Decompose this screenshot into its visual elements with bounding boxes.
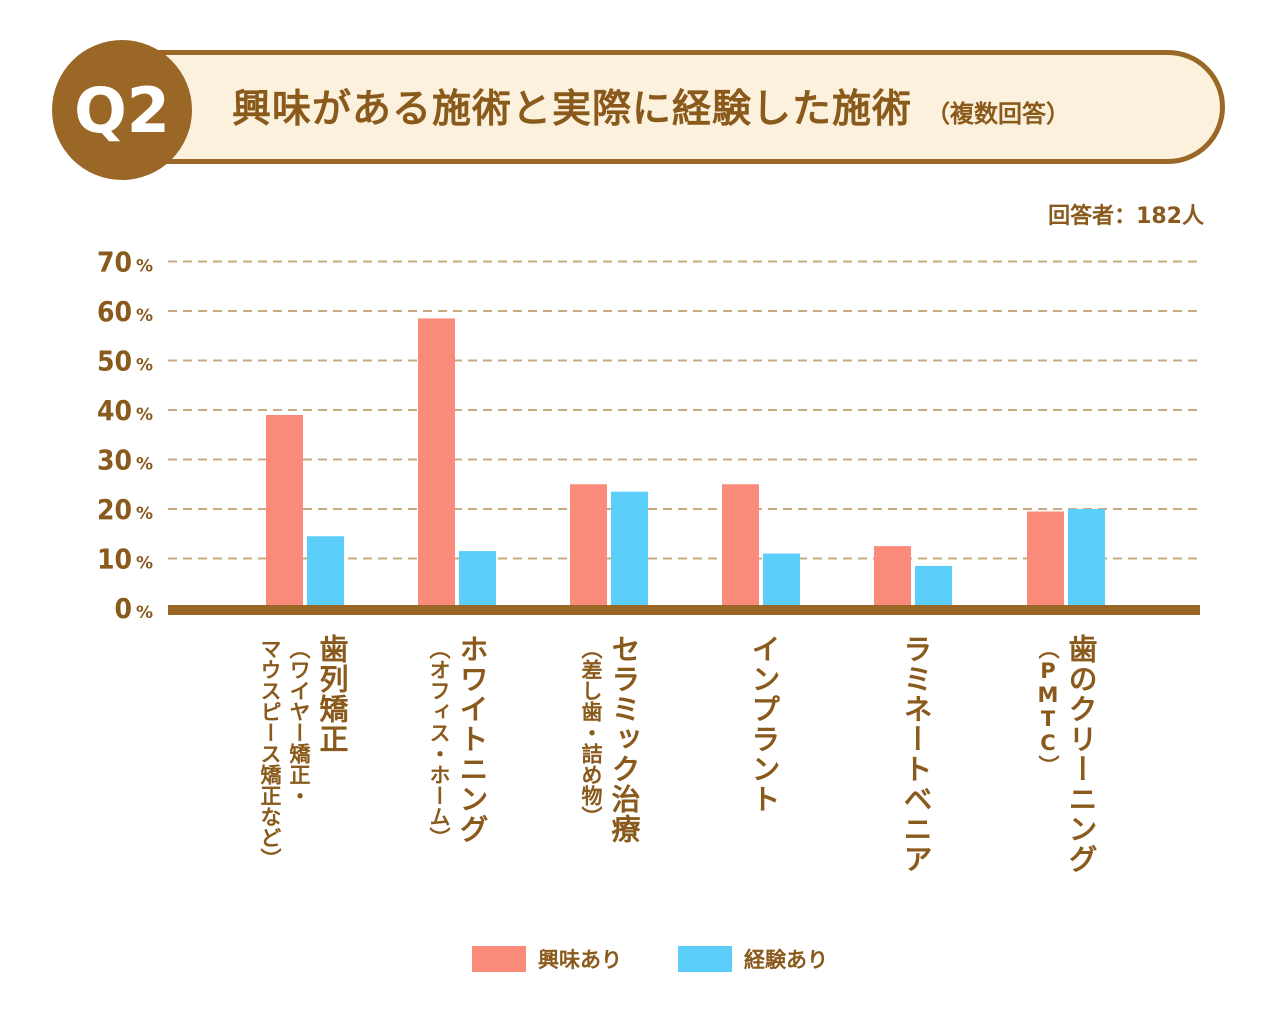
bar-experience (763, 553, 800, 608)
x-category-main: インプラント (747, 634, 781, 814)
y-tick-unit: % (136, 603, 153, 623)
y-tick-unit: % (136, 455, 153, 475)
x-category-main: ホワイトニング (455, 634, 489, 844)
chart-title: 興味がある施術と実際に経験した施術 （複数回答） (232, 78, 1070, 138)
legend-label-experience: 経験あり (744, 948, 828, 972)
x-category-sub: マウスピース矯正など） (258, 638, 282, 869)
bar-experience (307, 536, 344, 608)
x-axis-line (168, 605, 1200, 615)
title-banner (95, 50, 1225, 164)
y-tick-label: 50 (97, 345, 132, 378)
legend-item-experience: 経験あり (678, 944, 828, 974)
x-category-main: 歯列矯正 (315, 634, 349, 754)
bar-interest (418, 318, 455, 608)
y-tick-unit: % (136, 554, 153, 574)
bar-interest (874, 546, 911, 608)
respondent-count: 回答者：182人 (1048, 204, 1204, 229)
x-category-sub: （PMTC） (1036, 638, 1060, 776)
x-category-label: ラミネートベニア (899, 634, 933, 874)
y-tick-label: 60 (97, 295, 132, 328)
x-category-label: セラミック治療 （差し歯・詰め物） (579, 634, 641, 844)
x-category-sub: （オフィス・ホーム） (427, 638, 451, 848)
x-category-label: 歯のクリーニング （PMTC） (1036, 634, 1098, 874)
y-tick-unit: % (136, 504, 153, 524)
x-category-sub: （ワイヤー矯正・ (287, 638, 311, 806)
legend-item-interest: 興味あり (472, 944, 622, 974)
bar-experience (459, 551, 496, 608)
bar-experience (1068, 509, 1105, 608)
y-tick-label: 40 (97, 394, 132, 427)
x-category-label: ホワイトニング （オフィス・ホーム） (427, 634, 489, 848)
y-tick-label: 30 (97, 444, 132, 477)
bar-interest (570, 484, 607, 608)
bar-interest (266, 414, 303, 608)
legend-swatch-interest (472, 946, 526, 972)
bar-experience (915, 565, 952, 608)
y-tick-label: 70 (97, 246, 132, 279)
bar-interest (722, 484, 759, 608)
legend-swatch-experience (678, 946, 732, 972)
x-category-main: ラミネートベニア (899, 634, 933, 874)
x-category-main: 歯のクリーニング (1064, 634, 1098, 874)
y-tick-unit: % (136, 405, 153, 425)
y-tick-label: 20 (97, 493, 132, 526)
x-category-label: 歯列矯正 （ワイヤー矯正・ マウスピース矯正など） (258, 634, 349, 869)
bar-experience (611, 491, 648, 608)
y-tick-label: 0 (114, 592, 132, 625)
x-category-main: セラミック治療 (607, 634, 641, 844)
legend-label-interest: 興味あり (538, 948, 622, 972)
x-category-label: インプラント (747, 634, 781, 814)
y-tick-unit: % (136, 356, 153, 376)
x-category-sub: （差し歯・詰め物） (579, 638, 603, 827)
y-tick-label: 10 (97, 543, 132, 576)
title-subtitle: （複数回答） (926, 100, 1071, 128)
bar-interest (1027, 511, 1064, 608)
y-tick-unit: % (136, 306, 153, 326)
question-badge: Q2 (52, 40, 192, 180)
title-main: 興味がある施術と実際に経験した施術 (232, 87, 913, 132)
y-tick-unit: % (136, 257, 153, 277)
